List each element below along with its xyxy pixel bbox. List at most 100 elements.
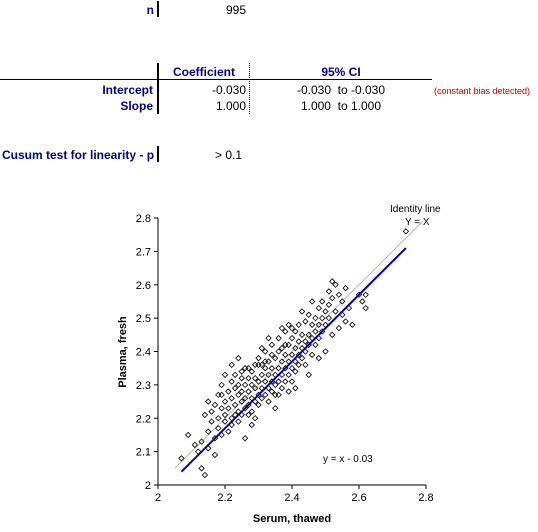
scatter-point [255,361,262,369]
scatter-point [275,334,282,342]
scatter-point [322,308,329,315]
scatter-point [335,291,343,298]
scatter-point [292,368,299,375]
scatter-point [305,371,312,379]
scatter-point [215,415,222,422]
scatter-point [292,344,299,352]
scatter-point [248,408,255,415]
scatter-point [292,385,299,392]
scatter-point [298,355,306,362]
scatter-point [282,378,289,385]
identity-equation-label: Y = X [405,217,430,228]
table-dotted-divider [249,63,250,114]
scatter-point [238,388,245,395]
scatter-point [288,351,296,359]
scatter-point [228,378,235,385]
scatter-point [362,291,369,298]
scatter-point [285,371,292,379]
scatter-point [308,321,316,328]
scatter-point [312,328,319,335]
scatter-point [275,391,282,399]
scatter-point [201,411,209,419]
scatter-point [248,381,255,389]
scatter-point [228,395,235,402]
scatter-point [332,281,339,288]
scatter-point [258,371,266,379]
table-row-slope-ci: 1.000 to 1.000 [300,99,382,113]
scatter-point [325,301,333,308]
scatter-point [208,408,215,415]
scatter-point [278,324,286,332]
scatter-point [225,388,232,395]
cusum-divider [157,146,159,162]
scatter-point [241,395,249,402]
n-value: 995 [225,3,246,17]
scatter-point [245,375,252,382]
scatter-point [288,378,296,385]
scatter-point [258,344,266,352]
scatter-point [211,451,219,459]
x-tick-label: 2.4 [284,492,299,504]
scatter-point [305,311,312,318]
scatter-point [339,298,346,305]
scatter-point [248,421,255,429]
scatter-point [251,385,259,392]
scatter-point [218,405,225,412]
table-row-intercept-label: Intercept [102,83,153,97]
scatter-point [225,405,232,412]
scatter-point [268,341,276,348]
scatter-point [235,418,242,425]
scatter-point [251,375,259,382]
scatter-point [238,375,245,382]
x-tick-label: 2.2 [217,492,232,504]
scatter-point [359,298,366,305]
table-row-slope-label: Slope [120,99,153,113]
scatter-point [295,321,302,328]
scatter-point [265,334,272,342]
scatter-point [278,344,286,352]
scatter-point [218,391,225,399]
scatter-point [322,348,329,355]
scatter-point [275,365,282,372]
scatter-point [262,365,269,372]
y-tick-label: 2.2 [136,413,151,425]
scatter-point [238,398,245,405]
scatter-point [231,371,239,379]
scatter-point [255,378,262,385]
y-tick-label: 2 [145,480,151,492]
scatter-point [241,435,249,442]
scatter-point [248,368,255,375]
scatter-point [225,428,232,435]
n-divider [157,1,159,17]
x-axis-label: Serum, thawed [253,513,331,525]
chart-ticks: 2 2.2 2.4 2.6 2.8 2 2.1 2.2 2.3 2.4 2.5 2.6 2.7 2.8 [136,213,434,504]
scatter-point [238,368,245,375]
scatter-point [272,405,279,412]
scatter-point [262,348,269,355]
scatter-point [251,415,259,422]
scatter-point [285,341,292,348]
scatter-point [268,351,276,359]
scatter-point [329,278,336,285]
scatter-point [205,428,212,435]
cusum-value: > 0.1 [215,148,243,162]
scatter-point [221,418,229,425]
scatter-point [332,308,339,315]
scatter-point [255,355,262,362]
scatter-point [312,341,319,348]
scatter-point [312,314,319,322]
constant-bias-note: (constant bias detected) [434,86,531,96]
scatter-point [362,304,369,312]
scatter-point [302,318,309,325]
scatter-point [215,425,222,432]
x-tick-label: 2 [155,492,161,504]
scatter-point [198,438,205,445]
x-tick-label: 2.8 [418,492,433,504]
scatter-point [325,288,333,295]
y-tick-label: 2.1 [136,447,151,459]
scatter-point [231,401,239,409]
y-tick-label: 2.4 [136,347,151,359]
scatter-point [265,358,272,365]
scatter-point [402,228,410,235]
